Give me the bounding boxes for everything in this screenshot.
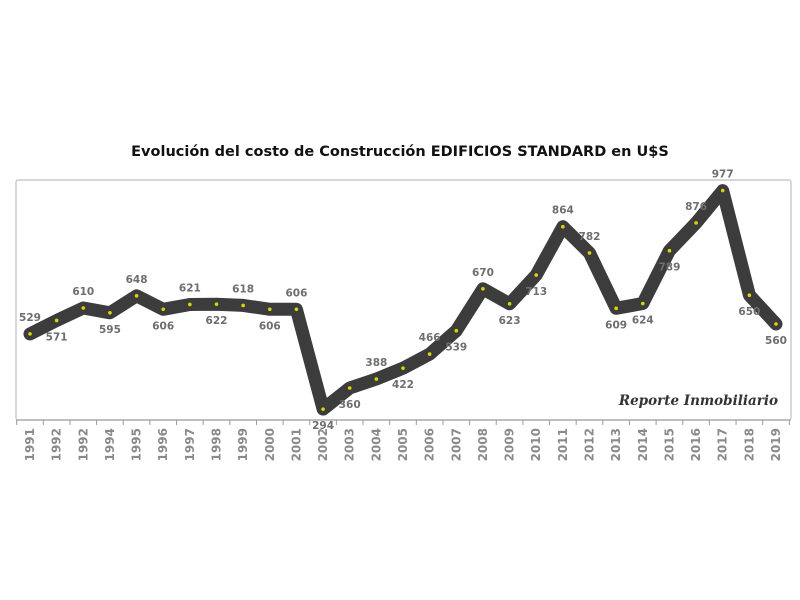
x-tick-label: 2005 [396, 428, 410, 461]
x-tick-label: 1995 [130, 428, 144, 461]
data-point [747, 293, 752, 298]
data-label: 360 [339, 399, 361, 411]
data-label: 294 [312, 420, 334, 432]
data-label: 571 [46, 331, 68, 343]
data-point [481, 287, 485, 291]
data-point [640, 301, 645, 306]
x-tick-label: 2004 [369, 428, 383, 461]
data-point [214, 302, 219, 306]
data-point [561, 224, 565, 229]
data-label: 670 [472, 267, 494, 279]
data-point [267, 307, 272, 312]
x-tick-label: 2003 [343, 428, 357, 461]
data-point [54, 318, 59, 323]
x-tick-label: 1997 [183, 428, 197, 461]
data-label: 606 [259, 320, 281, 332]
x-tick-label: 2001 [289, 428, 303, 461]
data-label: 876 [685, 201, 707, 213]
x-tick-label: 1998 [210, 428, 224, 461]
data-label: 650 [738, 306, 760, 318]
data-point [534, 273, 539, 277]
data-label: 648 [126, 274, 148, 286]
x-tick-label: 2015 [662, 428, 676, 461]
data-label: 595 [99, 324, 121, 336]
data-point [81, 306, 86, 310]
x-tick-label: 2016 [689, 428, 703, 461]
x-tick-label: 2009 [503, 428, 517, 461]
x-tick-label: 2000 [263, 428, 277, 461]
data-label: 621 [179, 282, 201, 294]
x-tick-label: 2019 [769, 428, 783, 461]
data-label: 539 [445, 342, 467, 354]
data-point [108, 311, 112, 315]
data-label: 606 [285, 287, 307, 299]
x-tick-label: 2002 [316, 428, 330, 461]
x-tick-label: 2018 [742, 428, 756, 461]
data-point [347, 386, 352, 390]
x-tick-label: 2008 [476, 428, 490, 461]
data-point [694, 221, 698, 225]
data-label: 782 [579, 231, 601, 243]
data-point [774, 322, 778, 326]
x-tick-label: 2012 [583, 428, 597, 461]
x-tick-label: 2007 [449, 428, 463, 461]
data-label: 618 [232, 283, 254, 295]
data-point [401, 366, 405, 370]
x-tick-label: 2017 [716, 428, 730, 461]
data-point [161, 307, 166, 312]
data-label: 622 [206, 315, 228, 327]
x-ticks [16, 420, 790, 425]
x-tick-label: 1996 [156, 428, 170, 461]
x-tick-labels: 1991 1992 1992 1994 1995 1996 1997 1998 1999 2000… [23, 428, 783, 461]
data-point [188, 302, 192, 307]
data-point [507, 302, 512, 306]
x-tick-label: 2006 [423, 428, 437, 461]
data-label: 388 [365, 357, 387, 369]
x-tick-label: 1994 [103, 428, 117, 461]
data-point [134, 294, 139, 298]
data-point [720, 188, 725, 193]
data-point [587, 251, 592, 255]
data-point [321, 407, 325, 411]
data-label: 864 [552, 205, 574, 217]
data-label: 606 [152, 320, 174, 332]
data-labels: 529 571 610 595 648 606 621 622 618 606 606 294 360 3… [19, 169, 787, 433]
x-tick-label: 1999 [236, 428, 250, 461]
x-tick-label: 2010 [529, 428, 543, 461]
watermark-text: Reporte Inmobiliario [618, 393, 778, 409]
x-tick-label: 2013 [609, 428, 623, 461]
data-label: 789 [658, 262, 680, 274]
series-markers [28, 188, 778, 411]
data-point [294, 307, 299, 312]
data-point [427, 352, 432, 356]
data-label: 623 [499, 315, 521, 327]
data-point [667, 248, 672, 253]
x-tick-label: 2011 [556, 428, 570, 461]
x-tick-label: 1991 [23, 428, 37, 461]
data-label: 466 [419, 332, 441, 344]
x-tick-label: 2014 [636, 428, 650, 461]
data-label: 624 [632, 315, 654, 327]
data-point [241, 303, 245, 308]
data-label: 713 [525, 286, 547, 298]
data-point [454, 328, 459, 333]
data-label: 560 [765, 335, 787, 347]
data-label: 422 [392, 379, 414, 391]
data-label: 609 [605, 319, 627, 331]
data-label: 529 [19, 312, 41, 324]
data-point [614, 306, 618, 311]
x-tick-label: 1992 [76, 428, 90, 461]
chart-title: Evolución del costo de Construcción EDIF… [131, 144, 669, 160]
data-point [374, 377, 379, 381]
data-label: 977 [712, 169, 734, 181]
data-label: 610 [72, 286, 94, 298]
x-tick-label: 1992 [50, 428, 64, 461]
series-line [23, 184, 783, 416]
data-point [28, 332, 32, 336]
